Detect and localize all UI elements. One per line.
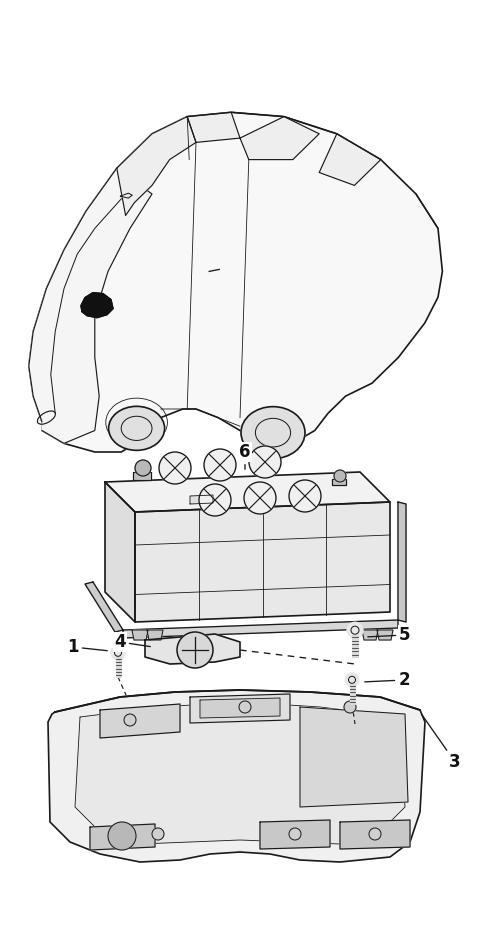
Ellipse shape: [241, 407, 305, 459]
Polygon shape: [377, 630, 393, 640]
Polygon shape: [300, 707, 408, 807]
Polygon shape: [340, 820, 410, 849]
Polygon shape: [240, 117, 319, 159]
Bar: [349, 684, 355, 704]
Polygon shape: [319, 134, 381, 186]
Circle shape: [135, 460, 151, 476]
Circle shape: [345, 673, 359, 687]
Polygon shape: [105, 482, 135, 622]
Circle shape: [199, 484, 231, 516]
Circle shape: [159, 452, 191, 484]
Polygon shape: [120, 193, 132, 198]
Polygon shape: [187, 112, 240, 142]
Ellipse shape: [108, 406, 165, 450]
Circle shape: [239, 701, 251, 713]
Circle shape: [249, 446, 281, 478]
Polygon shape: [147, 630, 163, 640]
Text: 2: 2: [365, 671, 410, 689]
Circle shape: [334, 470, 346, 482]
Circle shape: [152, 828, 164, 840]
Circle shape: [344, 701, 356, 713]
Circle shape: [204, 449, 236, 481]
Circle shape: [124, 714, 136, 726]
Circle shape: [289, 828, 301, 840]
Circle shape: [111, 646, 125, 659]
Polygon shape: [85, 582, 123, 632]
Text: 1: 1: [67, 638, 107, 656]
Polygon shape: [398, 502, 406, 622]
Text: 6: 6: [239, 443, 251, 469]
Polygon shape: [190, 495, 213, 504]
Polygon shape: [90, 824, 155, 850]
Polygon shape: [132, 630, 148, 640]
Polygon shape: [332, 479, 346, 485]
Bar: [352, 635, 358, 657]
Circle shape: [108, 822, 136, 850]
Polygon shape: [81, 293, 113, 317]
Text: 4: 4: [114, 633, 150, 651]
Circle shape: [347, 623, 363, 638]
Polygon shape: [133, 472, 151, 480]
Polygon shape: [135, 502, 390, 622]
Polygon shape: [29, 112, 443, 452]
Text: 3: 3: [421, 714, 461, 771]
Polygon shape: [200, 698, 280, 718]
Polygon shape: [75, 702, 405, 844]
Text: 5: 5: [368, 626, 411, 644]
Polygon shape: [362, 630, 378, 640]
Polygon shape: [117, 117, 196, 216]
Bar: [116, 657, 120, 677]
Polygon shape: [123, 620, 398, 638]
Polygon shape: [48, 690, 425, 862]
Circle shape: [369, 828, 381, 840]
Circle shape: [244, 482, 276, 514]
Polygon shape: [100, 704, 180, 738]
Polygon shape: [190, 694, 290, 723]
Polygon shape: [260, 820, 330, 849]
Polygon shape: [145, 634, 240, 664]
Polygon shape: [29, 169, 152, 444]
Circle shape: [177, 632, 213, 668]
Polygon shape: [105, 472, 390, 512]
Circle shape: [289, 480, 321, 512]
